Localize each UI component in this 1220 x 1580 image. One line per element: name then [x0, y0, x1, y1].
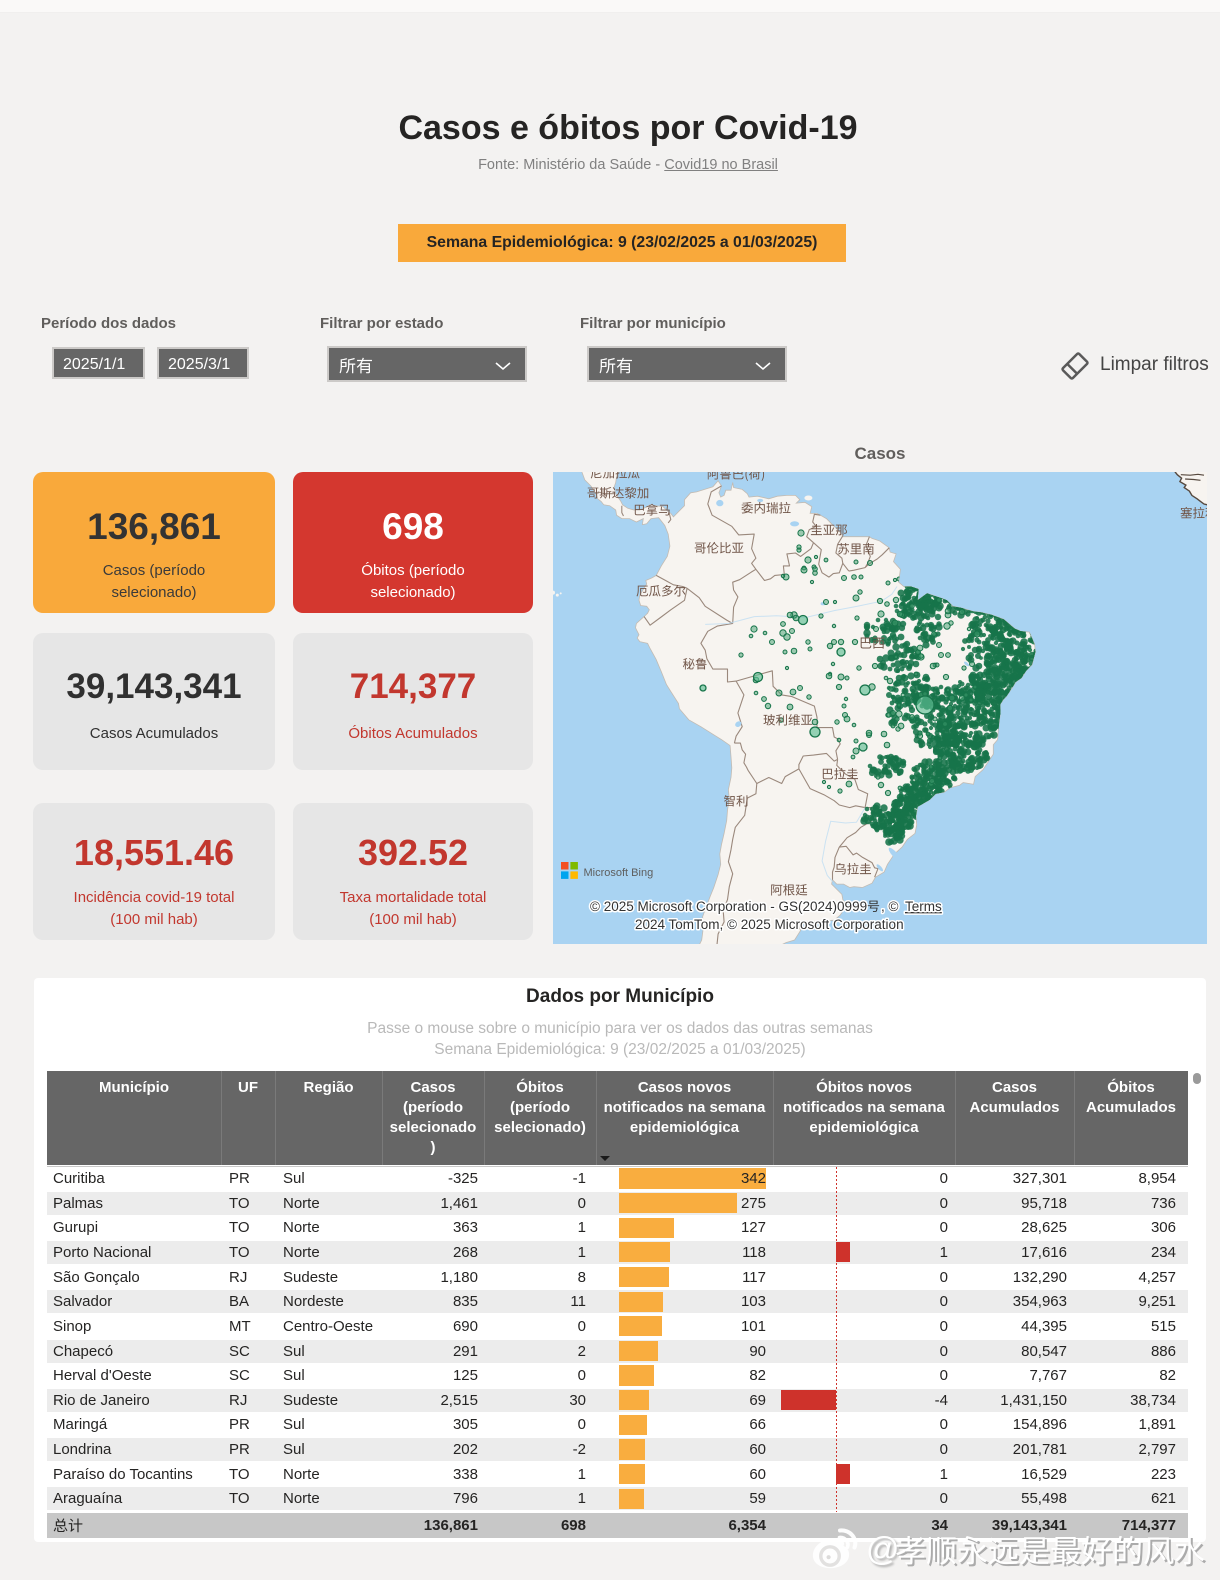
svg-text:Microsoft Bing: Microsoft Bing: [584, 867, 654, 879]
svg-text:, ©: , ©: [881, 899, 899, 914]
svg-text:2024 TomTom, © 2025 Microsoft: 2024 TomTom, © 2025 Microsoft Corporatio…: [635, 917, 904, 932]
svg-text:Terms: Terms: [905, 899, 942, 914]
svg-text:© 2025 Microsoft Corporation -: © 2025 Microsoft Corporation - GS(2024)0…: [590, 899, 867, 914]
